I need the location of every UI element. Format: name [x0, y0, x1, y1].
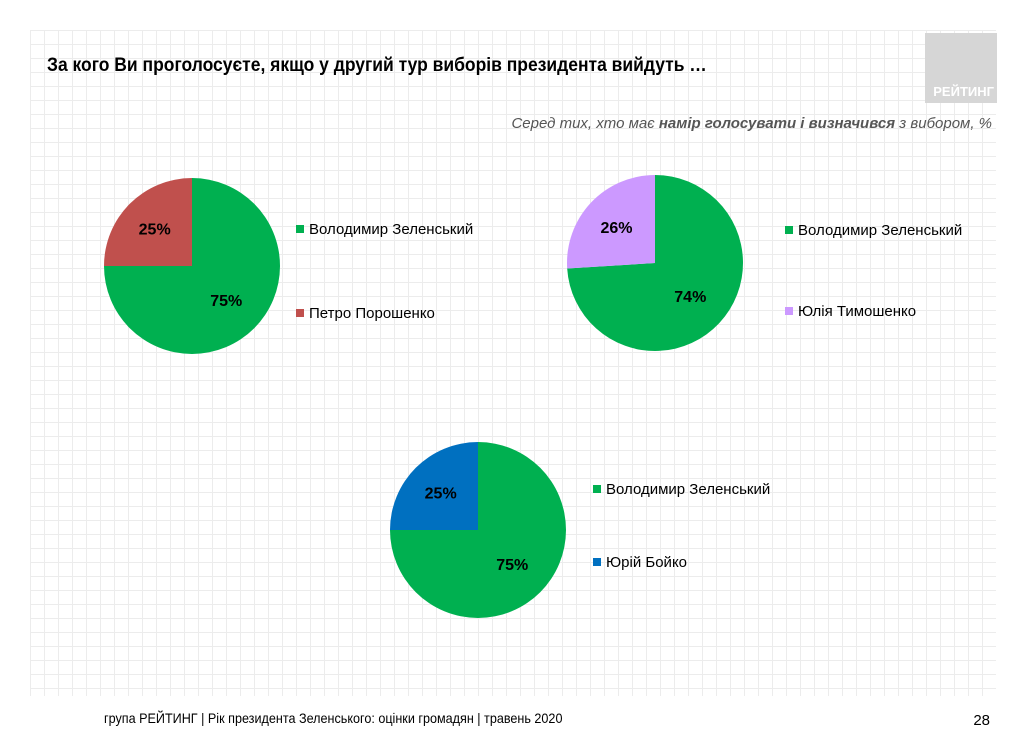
footer: група РЕЙТИНГ | Рік президента Зеленсько… [104, 710, 563, 726]
legend-label: Володимир Зеленський [798, 222, 962, 239]
legend-marker [785, 307, 793, 315]
page-title: За кого Ви проголосуєте, якщо у другий т… [47, 55, 707, 76]
legend-label: Юрій Бойко [606, 554, 687, 571]
data-label: 75% [496, 557, 528, 574]
pie-slice [390, 442, 478, 530]
legend-marker [593, 558, 601, 566]
legend-label: Юлія Тимошенко [798, 303, 916, 320]
legend-marker [296, 309, 304, 317]
legend-label: Володимир Зеленський [309, 221, 473, 238]
pie-slice [567, 175, 743, 351]
legend-marker [785, 226, 793, 234]
pie-slice [566, 174, 655, 269]
data-label: 25% [139, 222, 171, 239]
pie-slice [104, 178, 192, 266]
data-label: 25% [425, 486, 457, 503]
data-label: 26% [600, 220, 632, 237]
data-label: 75% [210, 293, 242, 310]
rating-logo: РЕЙТИНГ [925, 33, 997, 103]
legend-marker [296, 225, 304, 233]
data-label: 74% [674, 289, 706, 306]
legend-marker [593, 485, 601, 493]
subtitle: Серед тих, хто має намір голосувати і ви… [511, 115, 992, 132]
page-number: 28 [973, 712, 990, 729]
legend-label: Петро Порошенко [309, 305, 435, 322]
legend-label: Володимир Зеленський [606, 481, 770, 498]
